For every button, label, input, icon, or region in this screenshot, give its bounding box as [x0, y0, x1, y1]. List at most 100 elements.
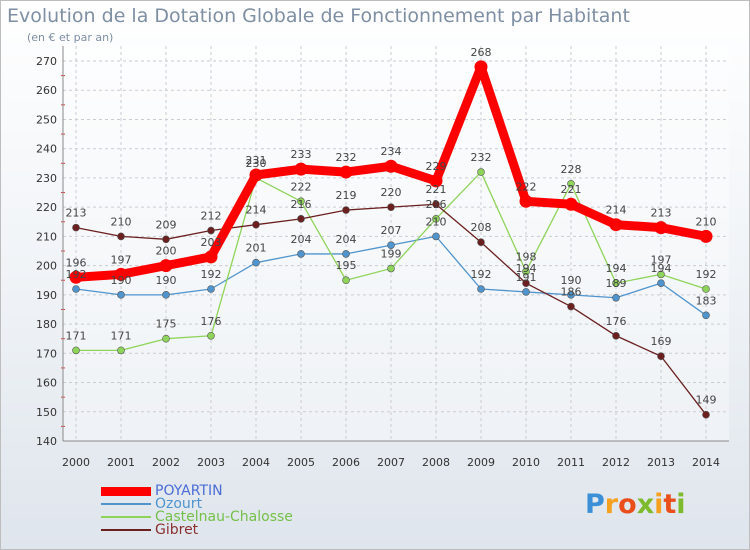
x-tick-label: 2013 [647, 456, 675, 469]
logo-letter: r [604, 489, 619, 520]
legend-item: POYARTIN [101, 483, 381, 499]
data-label: 190 [561, 274, 582, 287]
data-label: 222 [516, 180, 537, 193]
data-point [702, 410, 710, 419]
data-label: 194 [651, 262, 672, 275]
data-label: 212 [201, 210, 222, 223]
data-label: 192 [471, 268, 492, 281]
data-label: 209 [156, 218, 177, 231]
data-label: 192 [696, 268, 717, 281]
data-point [297, 197, 305, 206]
x-tick-label: 2011 [557, 456, 585, 469]
chart-subtitle: (en € et par an) [27, 31, 114, 44]
y-tick-label: 170 [36, 347, 57, 360]
x-tick-label: 2000 [62, 456, 90, 469]
legend-label: Ozourt [155, 496, 203, 512]
y-tick-label: 190 [36, 289, 57, 302]
data-point [612, 279, 620, 287]
legend-label: Castelnau-Chalosse [155, 509, 293, 525]
x-tick-label: 2012 [602, 456, 630, 469]
data-label: 233 [291, 148, 312, 161]
data-point [432, 215, 440, 223]
legend-label: Gibret [155, 522, 199, 538]
x-tick-label: 2014 [692, 456, 720, 469]
data-label: 175 [156, 318, 177, 331]
y-tick-label: 230 [36, 172, 57, 185]
data-point [474, 60, 488, 74]
data-label: 231 [246, 154, 267, 167]
data-point [384, 159, 398, 173]
data-label: 197 [651, 253, 672, 266]
data-point [72, 285, 80, 293]
data-point [567, 291, 575, 299]
x-tick-label: 2004 [242, 456, 270, 469]
data-point [249, 168, 263, 182]
data-point [657, 270, 665, 279]
data-label: 190 [111, 274, 132, 287]
data-point [477, 168, 485, 176]
data-label: 192 [201, 268, 222, 281]
data-label: 228 [561, 163, 582, 176]
x-tick-label: 2006 [332, 456, 360, 469]
data-label: 195 [336, 259, 357, 272]
data-point [519, 194, 533, 208]
data-point [294, 162, 308, 176]
chart-title: Evolution de la Dotation Globale de Fonc… [7, 5, 630, 27]
data-label: 210 [696, 215, 717, 228]
data-label: 268 [471, 46, 492, 59]
data-point [117, 291, 125, 299]
data-label: 204 [336, 233, 357, 246]
data-label: 232 [336, 151, 357, 164]
data-label: 149 [696, 394, 717, 407]
x-tick-label: 2009 [467, 456, 495, 469]
data-label: 213 [66, 207, 87, 220]
data-point [297, 250, 305, 258]
x-tick-label: 2003 [197, 456, 225, 469]
data-label: 191 [516, 271, 537, 284]
data-label: 194 [516, 262, 537, 275]
data-point [522, 267, 530, 276]
data-label: 199 [381, 248, 402, 261]
data-label: 197 [111, 253, 132, 266]
data-point [204, 250, 218, 264]
proxiti-logo: Proxiti [585, 489, 686, 520]
data-label: 222 [291, 180, 312, 193]
y-tick-label: 210 [36, 230, 57, 243]
data-label: 203 [201, 236, 222, 249]
plot-area [63, 46, 729, 441]
x-tick-label: 2001 [107, 456, 135, 469]
legend: POYARTIN Ozourt Castelnau-Chalosse Gibret [101, 483, 381, 538]
y-tick-label: 200 [36, 260, 57, 273]
data-label: 219 [336, 189, 357, 202]
data-point [297, 215, 305, 223]
data-point [114, 267, 128, 281]
data-point [207, 285, 215, 293]
x-tick-label: 2002 [152, 456, 180, 469]
data-point [342, 276, 350, 285]
legend-swatch [101, 529, 151, 531]
data-point [72, 223, 80, 232]
y-tick-label: 220 [36, 201, 57, 214]
data-point [339, 165, 353, 179]
data-label: 207 [381, 224, 402, 237]
y-tick-label: 240 [36, 143, 57, 156]
data-label: 171 [111, 329, 132, 342]
data-label: 208 [471, 221, 492, 234]
data-point [117, 346, 125, 355]
data-label: 201 [246, 242, 267, 255]
data-label: 198 [516, 250, 537, 263]
data-point [69, 270, 83, 284]
y-tick-label: 260 [36, 84, 57, 97]
y-tick-label: 180 [36, 318, 57, 331]
data-point [207, 331, 215, 340]
data-label: 176 [606, 315, 627, 328]
data-label: 210 [111, 215, 132, 228]
data-label: 194 [606, 262, 627, 275]
legend-item: Ozourt [101, 496, 381, 512]
x-tick-label: 2007 [377, 456, 405, 469]
logo-letter: P [585, 489, 605, 520]
data-point [612, 293, 620, 302]
data-point [477, 238, 485, 247]
y-tick-label: 160 [36, 377, 57, 390]
